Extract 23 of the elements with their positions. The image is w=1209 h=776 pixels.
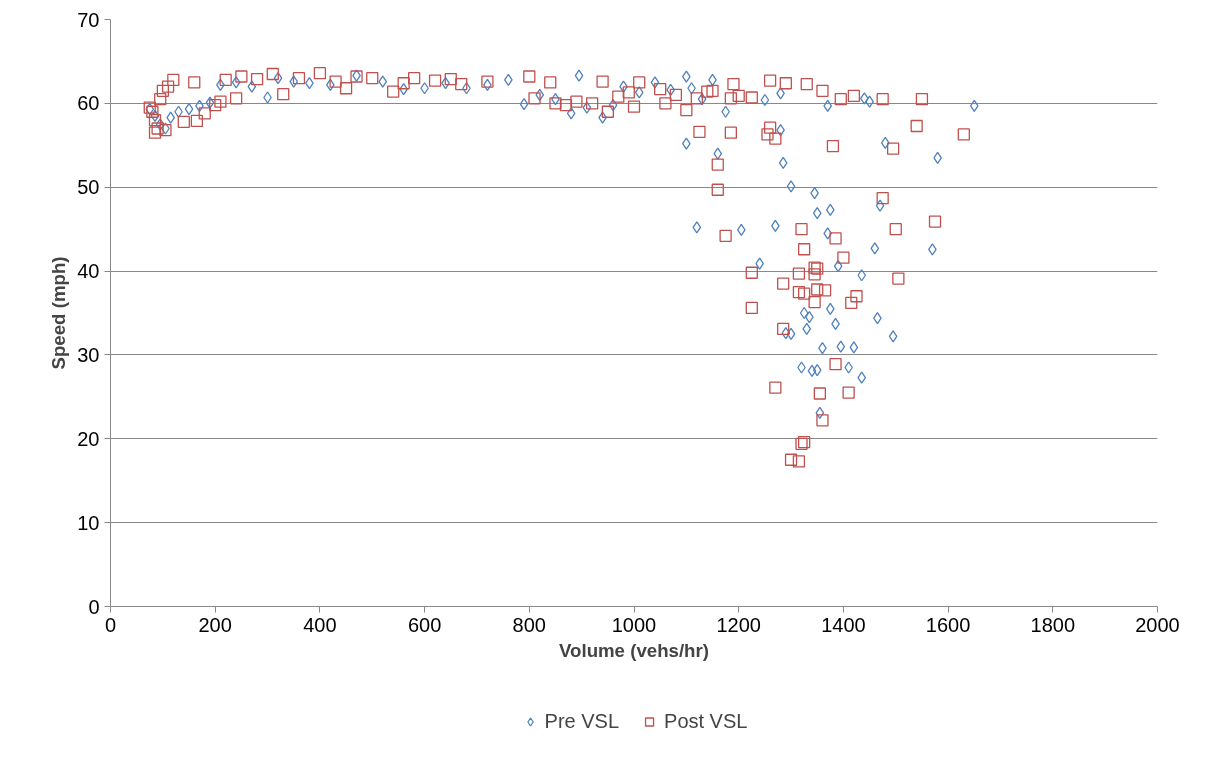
y-tick-label: 70 — [77, 8, 100, 31]
x-tick-label: 600 — [407, 613, 442, 636]
x-tick-label: 1600 — [925, 613, 971, 636]
y-tick-label: 30 — [77, 343, 100, 366]
y-tick-label: 0 — [88, 595, 100, 618]
x-tick-label: 800 — [512, 613, 546, 636]
x-tick-label: 2000 — [1135, 613, 1180, 636]
y-tick-label: 10 — [77, 511, 100, 534]
y-axis-title: Speed (mph) — [48, 256, 70, 370]
x-axis-title: Volume (vehs/hr) — [559, 639, 709, 661]
x-tick-label: 1200 — [716, 613, 761, 636]
x-tick-label: 1000 — [611, 613, 657, 636]
x-tick-label: 0 — [104, 613, 117, 636]
y-tick-label: 20 — [77, 427, 100, 450]
legend-label: Pre VSL — [544, 709, 620, 733]
y-tick-label: 50 — [77, 176, 100, 199]
y-tick-label: 40 — [77, 260, 100, 283]
x-tick-label: 400 — [303, 613, 337, 636]
y-tick-label: 60 — [77, 92, 100, 115]
x-tick-label: 1800 — [1030, 613, 1076, 636]
x-tick-label: 1400 — [821, 613, 866, 636]
x-tick-label: 200 — [198, 613, 232, 636]
legend-label: Post VSL — [664, 709, 748, 733]
